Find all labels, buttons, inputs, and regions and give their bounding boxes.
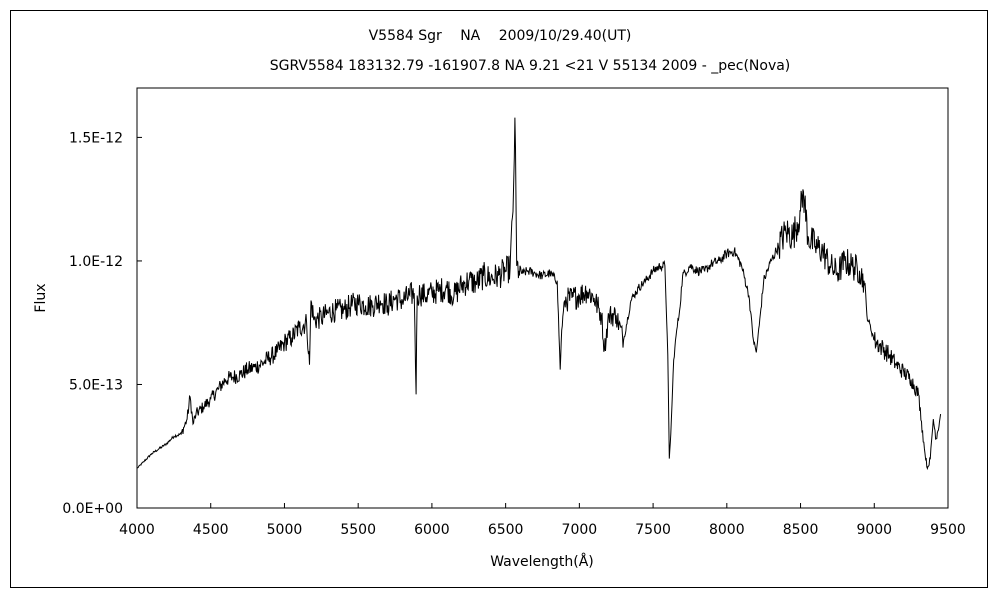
plot-area (136, 87, 949, 509)
y-tick-label: 1.0E-12 (69, 254, 123, 270)
chart-frame (10, 10, 988, 588)
x-tick-label: 6500 (488, 522, 524, 538)
x-tick-label: 7000 (562, 522, 598, 538)
x-tick-label: 6000 (414, 522, 450, 538)
chart-title: V5584 Sgr NA 2009/10/29.40(UT) (369, 28, 632, 44)
y-tick-label: 1.5E-12 (69, 130, 123, 146)
x-tick-label: 8000 (709, 522, 745, 538)
chart-subtitle: SGRV5584 183132.79 -161907.8 NA 9.21 <21… (270, 58, 791, 74)
x-tick-label: 4000 (119, 522, 155, 538)
series-group (136, 117, 942, 471)
x-tick-label: 9000 (856, 522, 892, 538)
x-tick-label: 8500 (783, 522, 819, 538)
y-axis-label: Flux (33, 283, 49, 312)
x-axis-label: Wavelength(Å) (490, 553, 594, 570)
y-tick-label: 0.0E+00 (62, 501, 123, 517)
x-tick-label: 4500 (193, 522, 229, 538)
x-axis: 4000 4500 5000 5500 6000 6500 7000 7500 8000 8500… (119, 503, 966, 538)
y-tick-label: 5.0E-13 (69, 377, 123, 393)
x-tick-label: 5500 (340, 522, 376, 538)
x-tick-label: 7500 (635, 522, 671, 538)
x-tick-label: 5000 (267, 522, 303, 538)
y-axis: 0.0E+00 5.0E-13 1.0E-12 1.5E-12 (62, 130, 142, 517)
x-tick-label: 9500 (930, 522, 966, 538)
series-line (136, 117, 942, 471)
